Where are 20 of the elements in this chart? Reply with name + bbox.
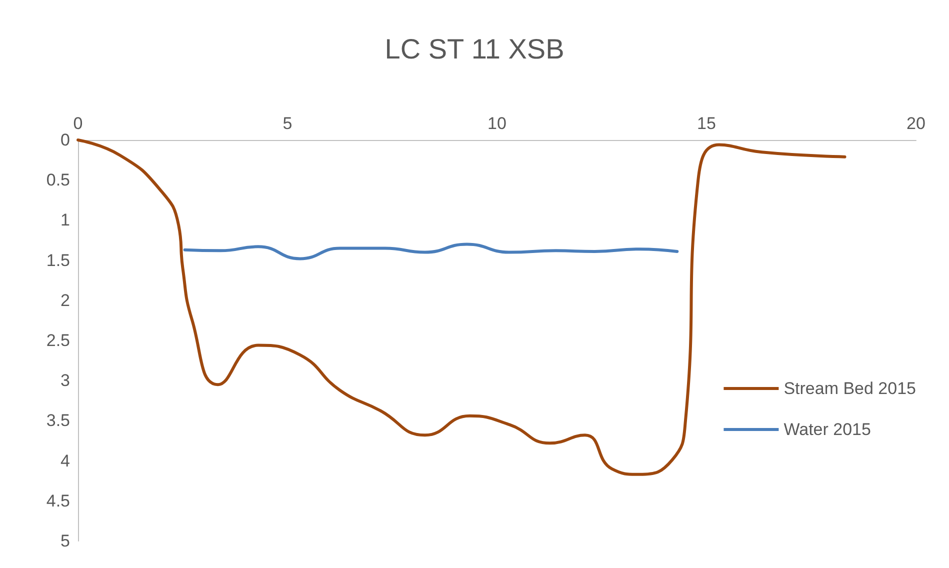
chart-title: LC ST 11 XSB	[384, 34, 564, 64]
y-tick-label: 4	[60, 451, 70, 470]
x-tick-label: 0	[73, 114, 83, 133]
x-tick-label: 20	[906, 114, 926, 133]
y-tick-label: 0	[60, 130, 70, 150]
y-tick-label: 2.5	[46, 331, 70, 350]
y-tick-label: 3.5	[46, 411, 70, 430]
legend-label: Water 2015	[784, 420, 871, 439]
x-tick-label: 15	[697, 114, 716, 133]
x-tick-label: 5	[282, 114, 292, 133]
y-tick-label: 3	[60, 371, 70, 390]
y-tick-label: 1	[60, 210, 70, 230]
y-tick-label: 2	[60, 290, 70, 310]
y-tick-label: 4.5	[46, 491, 70, 510]
x-tick-label: 10	[488, 114, 506, 133]
y-tick-label: 5	[60, 532, 70, 550]
y-tick-label: 1.5	[46, 250, 70, 270]
line-series	[183, 242, 679, 260]
legend-label: Stream Bed 2015	[784, 379, 916, 398]
y-tick-label: 0.5	[46, 170, 70, 190]
